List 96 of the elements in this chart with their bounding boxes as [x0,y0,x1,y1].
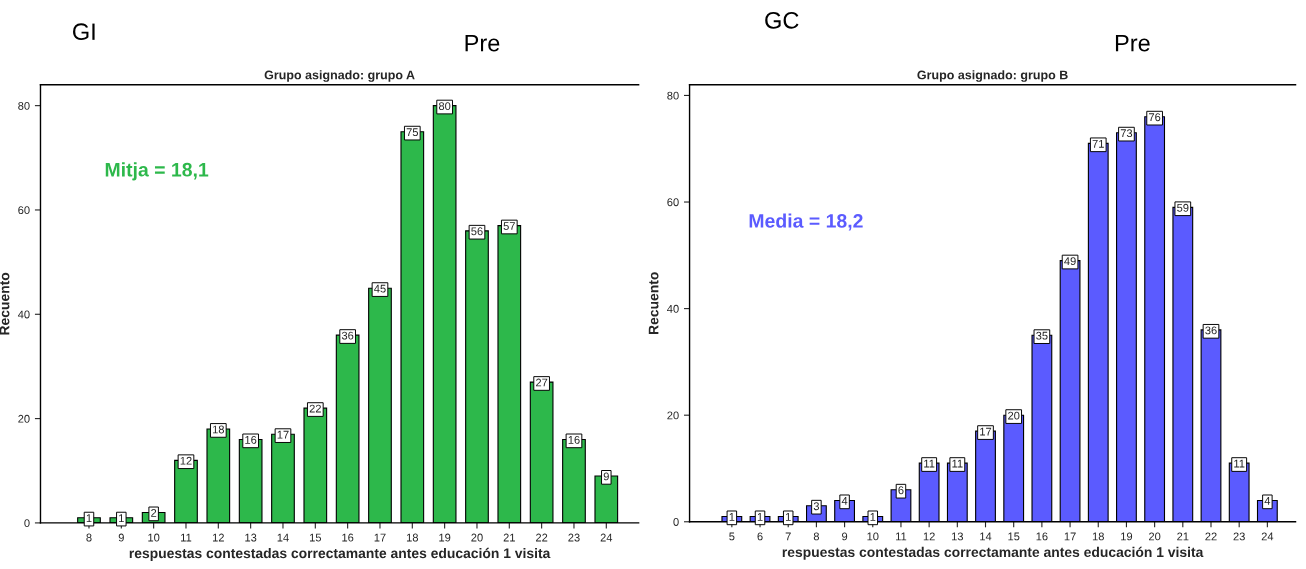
data-label: 1 [119,514,124,522]
data-label: 16 [245,435,257,444]
y-tick-label: 20 [18,414,30,423]
data-label: 27 [536,378,548,387]
y-tick-label: 0 [24,519,30,528]
x-axis-title: respuestas contestadas correctamante antes educación 1 visita [782,546,1204,560]
x-tick-label: 14 [980,532,992,541]
data-label: 17 [277,430,289,439]
x-axis-title: respuestas contestadas correctamante antes educación 1 visita [129,547,551,561]
data-label: 11 [924,459,935,468]
x-tick-label: 19 [1121,532,1133,541]
x-tick-label: 7 [785,532,791,541]
data-label: 76 [1149,113,1161,122]
data-label: 35 [1036,331,1048,340]
x-tick-label: 13 [952,532,964,541]
data-label: 20 [1008,411,1020,420]
annotation: Mitja = 18,1 [105,162,209,181]
x-tick-label: 22 [1205,532,1217,541]
x-tick-label: 20 [471,533,483,542]
data-label: 59 [1177,203,1189,212]
data-label: 9 [603,472,609,481]
data-label: 1 [785,513,791,521]
data-label: 36 [341,331,354,340]
x-tick-label: 5 [729,532,735,541]
x-tick-label: 23 [568,533,580,542]
data-label: 49 [1064,257,1076,266]
data-label: 4 [1264,497,1271,505]
x-tick-label: 17 [374,533,386,542]
data-label: 75 [406,128,419,137]
x-tick-label: 22 [536,533,548,542]
data-label: 1 [86,514,92,522]
data-label: 22 [309,404,321,413]
data-label: 4 [841,497,848,505]
x-tick-label: 11 [896,532,907,541]
text: Pre [1115,34,1150,52]
data-label: 1 [729,513,735,521]
x-tick-label: 18 [406,533,418,542]
x-tick-label: 10 [148,533,160,542]
x-tick-label: 23 [1233,532,1245,541]
y-tick-label: 60 [18,206,30,215]
x-tick-label: 12 [923,532,935,541]
x-tick-label: 10 [867,532,879,541]
data-label: 3 [813,502,819,511]
data-label: 73 [1120,129,1133,138]
y-axis-title: Recuento [648,272,659,334]
data-label: 36 [1205,326,1217,335]
text: GC [765,11,799,29]
x-tick-label: 17 [1064,532,1076,541]
x-tick-label: 9 [842,532,848,541]
x-tick-label: 6 [757,532,763,541]
y-tick-label: 0 [673,518,679,526]
data-label: 80 [438,102,451,111]
x-tick-label: 18 [1092,532,1104,541]
y-axis-title: Recuento [0,272,10,335]
data-label: 11 [952,459,963,468]
data-label: 6 [898,486,904,495]
data-label: 71 [1092,140,1104,148]
y-tick-label: 20 [667,411,679,420]
x-tick-label: 21 [1177,532,1189,541]
chart-title: Grupo asignado: grupo B [917,70,1068,82]
annotation: Media = 18,2 [749,213,863,231]
x-tick-label: 13 [245,533,257,542]
x-tick-label: 20 [1149,532,1161,541]
y-tick-label: 40 [17,310,30,319]
x-tick-label: 12 [212,533,224,542]
x-tick-label: 16 [342,533,354,542]
chart-title: Grupo asignado: grupo A [264,70,415,82]
x-tick-label: 9 [118,533,124,542]
x-tick-label: 14 [277,533,289,542]
x-tick-label: 15 [1008,532,1020,541]
x-tick-label: 21 [503,533,515,542]
data-label: 16 [568,435,580,444]
x-tick-label: 16 [1036,532,1048,541]
x-tick-label: 24 [1261,532,1274,541]
data-label: 11 [1234,459,1245,468]
data-label: 17 [980,427,992,436]
x-tick-label: 15 [309,533,322,542]
data-label: 1 [870,513,876,521]
data-label: 57 [503,222,515,230]
y-tick-label: 40 [667,304,679,313]
data-label: 12 [180,456,192,465]
y-tick-label: 60 [667,198,679,207]
x-tick-label: 8 [813,532,820,541]
data-label: 18 [212,425,225,434]
x-tick-label: 11 [181,533,192,542]
data-label: 45 [374,284,386,293]
text: GI [73,23,95,41]
data-label: 1 [757,513,763,521]
data-label: 56 [471,227,483,236]
x-tick-label: 8 [86,533,92,542]
y-tick-label: 80 [18,101,30,110]
text: Pre [465,34,500,52]
data-label: 2 [151,508,157,517]
x-tick-label: 24 [600,533,613,542]
y-tick-label: 80 [667,91,679,100]
x-tick-label: 19 [439,533,451,542]
